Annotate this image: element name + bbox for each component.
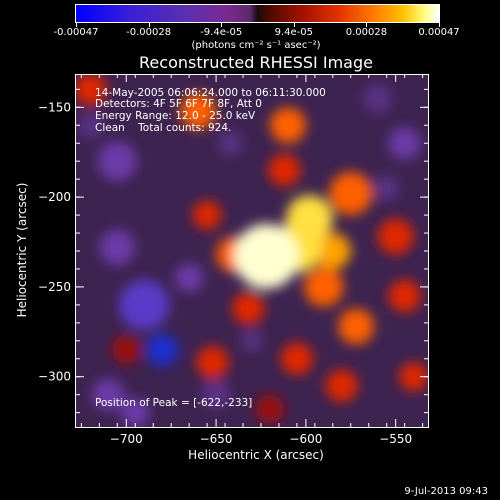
colorbar bbox=[75, 4, 440, 23]
negative-blob bbox=[119, 279, 170, 331]
negative-blob bbox=[374, 175, 400, 201]
negative-blob bbox=[146, 333, 179, 366]
colorbar-tick-label: 0.00047 bbox=[418, 27, 460, 38]
x-tick-label: −700 bbox=[110, 432, 143, 446]
emission-blob bbox=[255, 394, 285, 424]
colorbar-unit: (photons cm⁻² s⁻¹ asec⁻²) bbox=[191, 40, 321, 51]
colorbar-tick-label: 0.00028 bbox=[345, 27, 388, 38]
emission-blob bbox=[325, 369, 358, 402]
negative-blob bbox=[363, 83, 393, 113]
negative-blob bbox=[77, 112, 103, 138]
emission-blob bbox=[377, 218, 414, 255]
colorbar-tick-label: -0.00047 bbox=[53, 27, 99, 38]
emission-blob bbox=[269, 107, 306, 144]
emission-blob bbox=[280, 342, 314, 375]
negative-blob bbox=[217, 130, 244, 156]
emission-blob bbox=[234, 224, 299, 289]
x-tick-label: −650 bbox=[200, 432, 233, 446]
emission-blob bbox=[76, 75, 107, 106]
y-tick-label: −150 bbox=[38, 100, 71, 114]
colorbar-tick bbox=[366, 22, 368, 27]
negative-blob bbox=[92, 378, 125, 411]
negative-blob bbox=[97, 141, 138, 181]
negative-blob bbox=[174, 263, 204, 293]
emission-blob bbox=[268, 154, 301, 187]
negative-blob bbox=[388, 127, 421, 160]
x-tick-label: −550 bbox=[379, 432, 412, 446]
emission-blob bbox=[304, 267, 344, 307]
emission-blob bbox=[314, 233, 351, 269]
colorbar-tick bbox=[293, 22, 295, 27]
colorbar-tick bbox=[439, 22, 440, 27]
negative-blob bbox=[120, 398, 150, 427]
emission-blob bbox=[338, 308, 375, 345]
colorbar-tick-label: 9.4e-05 bbox=[274, 27, 313, 38]
emission-blob bbox=[180, 92, 217, 129]
colorbar-tick bbox=[148, 22, 150, 27]
annotation-energy: Energy Range: 12.0 - 25.0 keV bbox=[95, 110, 256, 122]
x-axis-label: Heliocentric X (arcsec) bbox=[188, 448, 324, 462]
emission-blob bbox=[399, 362, 428, 392]
chart-title: Reconstructed RHESSI Image bbox=[139, 53, 373, 72]
colorbar-tick-label: -9.4e-05 bbox=[200, 27, 243, 38]
annotation-method: Clean Total counts: 924. bbox=[95, 122, 232, 134]
colorbar-tick bbox=[221, 22, 223, 27]
timestamp: 9-Jul-2013 09:43 bbox=[404, 486, 488, 497]
y-tick-label: −300 bbox=[38, 370, 71, 384]
y-axis-label: Heliocentric Y (arcsec) bbox=[15, 182, 29, 318]
emission-blob bbox=[232, 292, 265, 325]
emission-blob bbox=[111, 335, 141, 365]
y-tick-label: −200 bbox=[38, 190, 71, 204]
colorbar-tick bbox=[76, 22, 77, 27]
annotation-peak: Position of Peak = [-622,-233] bbox=[95, 397, 253, 409]
x-tick-label: −600 bbox=[289, 432, 322, 446]
y-tick-label: −250 bbox=[38, 280, 71, 294]
annotation-time: 14-May-2005 06:06:24.000 to 06:11:30.000 bbox=[95, 87, 326, 99]
annotation-detectors: Detectors: 4F 5F 6F 7F 8F, Att 0 bbox=[95, 98, 262, 110]
emission-blob bbox=[388, 279, 421, 313]
emission-blob bbox=[192, 200, 222, 230]
negative-blob bbox=[201, 380, 231, 410]
emission-blob bbox=[329, 171, 373, 216]
image-plot bbox=[75, 74, 429, 428]
negative-blob bbox=[241, 330, 263, 352]
colorbar-tick-label: -0.00028 bbox=[126, 27, 172, 38]
negative-blob bbox=[99, 229, 136, 266]
emission-blob bbox=[196, 346, 229, 379]
